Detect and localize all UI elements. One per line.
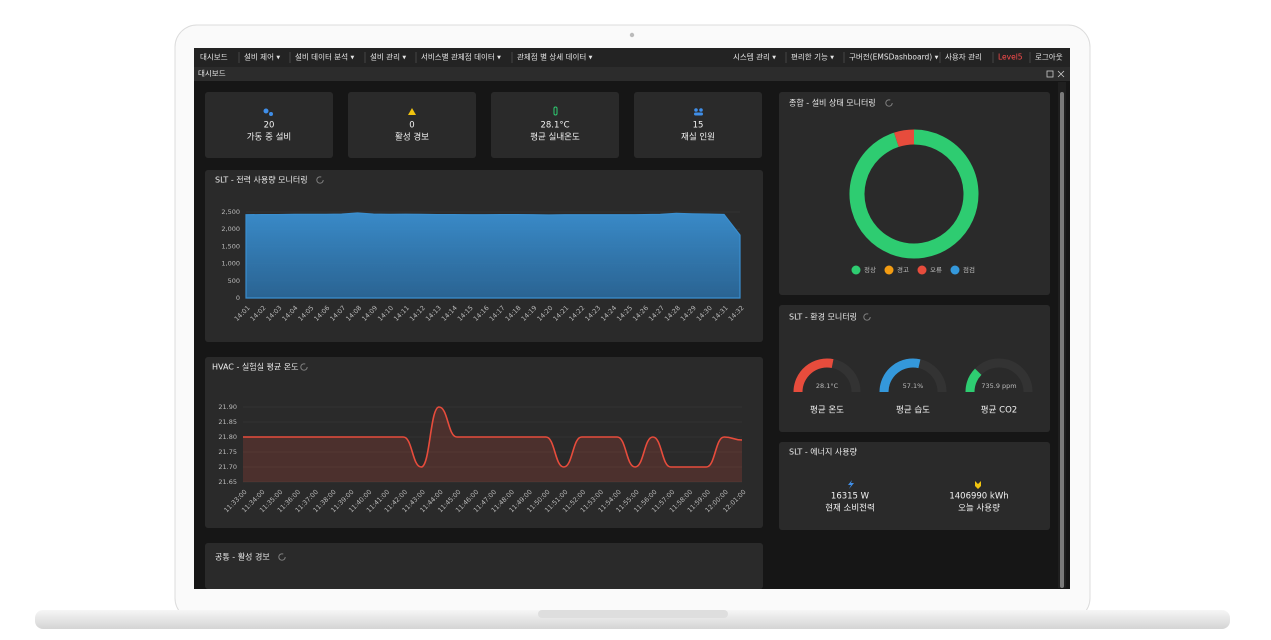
- y-tick-label: 500: [228, 277, 240, 285]
- panel: [779, 305, 1050, 432]
- legend-label: 경고: [897, 265, 909, 274]
- stat-card: [634, 92, 762, 158]
- menu-bar: [194, 48, 1070, 67]
- legend-swatch: [917, 265, 927, 275]
- panel: [779, 92, 1050, 295]
- y-tick-label: 21.90: [218, 403, 237, 411]
- tab-close[interactable]: [1057, 70, 1065, 78]
- menu-item[interactable]: 설비 데이터 분석 ▾: [295, 52, 354, 62]
- camera: [629, 32, 635, 38]
- legend-label: 정상: [864, 265, 876, 274]
- icon-thermometer: [553, 106, 558, 116]
- gauge-value: [793, 358, 834, 393]
- icon-plug: [975, 481, 981, 489]
- legend-label: 점검: [963, 266, 975, 274]
- line: [243, 406, 743, 468]
- base-notch: [538, 610, 728, 618]
- legend-swatch: [851, 265, 861, 275]
- area-fill: [243, 407, 742, 482]
- menu-item[interactable]: 로그아웃: [1035, 52, 1063, 62]
- stat-card: [491, 92, 619, 158]
- stat-label: 가동 중 설비: [247, 132, 292, 143]
- y-tick-label: 21.80: [218, 433, 237, 441]
- legend-label: 오류: [930, 266, 942, 274]
- y-tick-label: 1,500: [221, 242, 240, 250]
- panel-title: SLT - 에너지 사용량: [789, 447, 858, 457]
- y-tick-label: 1,000: [221, 260, 240, 268]
- menu-item[interactable]: 설비 관리 ▾: [370, 52, 406, 62]
- menu-item[interactable]: 관제점 별 상세 데이터 ▾: [517, 52, 593, 62]
- y-tick-label: 0: [236, 294, 240, 302]
- donut-slice: [894, 129, 915, 148]
- energy-label: 오늘 사용량: [958, 503, 1000, 514]
- scroll-thumb[interactable]: [1060, 92, 1064, 588]
- energy-value: 16315 W: [831, 492, 870, 502]
- panel: [205, 357, 763, 528]
- energy-value: 1406990 kWh: [949, 492, 1008, 502]
- icon-warning: [408, 108, 416, 115]
- menu-item[interactable]: 시스템 관리 ▾: [733, 52, 776, 62]
- y-tick-label: 21.65: [218, 478, 237, 486]
- menu-item[interactable]: 설비 제어 ▾: [244, 52, 280, 62]
- icon-bolt: [848, 480, 854, 489]
- stat-value: 28.1°C: [540, 121, 569, 131]
- stat-value: 0: [409, 121, 414, 131]
- laptop-base: [35, 610, 1230, 629]
- stat-label: 재실 인원: [681, 132, 715, 143]
- gauge-name: 평균 습도: [896, 405, 930, 416]
- refresh-icons[interactable]: [278, 99, 893, 561]
- gauge-label: 735.9 ppm: [981, 382, 1016, 390]
- panel: [205, 543, 763, 589]
- y-tick-label: 21.75: [218, 448, 237, 456]
- donut-slice: [849, 129, 979, 259]
- legend-swatch: [884, 265, 894, 275]
- tab-bar: [194, 67, 1070, 81]
- panel-title: SLT - 환경 모니터링: [789, 312, 857, 322]
- stat-card: [205, 92, 333, 158]
- y-tick-label: 2,500: [221, 208, 240, 216]
- panel: [779, 442, 1050, 530]
- gauge-value: [965, 368, 982, 393]
- menu-item[interactable]: 구버전(EMSDashboard) ▾: [849, 52, 939, 62]
- tab-title: 대시보드: [198, 69, 226, 78]
- tab-icon[interactable]: [1046, 70, 1054, 78]
- menu-item[interactable]: 서비스별 관제점 데이터 ▾: [421, 52, 501, 62]
- stat-label: 활성 경보: [395, 132, 429, 143]
- panel-title: 종합 - 설비 상태 모니터링: [789, 98, 876, 108]
- panel-title: SLT - 전력 사용량 모니터링: [215, 175, 308, 185]
- stat-card: [348, 92, 476, 158]
- gauge-name: 평균 CO2: [981, 405, 1017, 416]
- stat-label: 평균 실내온도: [530, 132, 580, 143]
- menu-item[interactable]: Level5: [998, 53, 1023, 62]
- panel-title: HVAC - 실험실 평균 온도: [212, 362, 298, 372]
- gauge-label: 57.1%: [903, 382, 924, 390]
- gauge-value: [879, 358, 921, 393]
- menu-item[interactable]: 편리한 기능 ▾: [791, 52, 834, 62]
- area: [245, 212, 741, 299]
- stat-value: 20: [264, 121, 275, 131]
- legend-swatch: [950, 265, 960, 275]
- menu-item[interactable]: 대시보드: [200, 53, 228, 62]
- y-tick-label: 21.85: [218, 418, 237, 426]
- panel-title: 공통 - 활성 경보: [215, 552, 270, 562]
- icon-gears: [263, 108, 273, 116]
- energy-label: 현재 소비전력: [825, 503, 875, 514]
- menu-item[interactable]: 사용자 관리: [945, 52, 982, 62]
- icon-people: [694, 108, 703, 116]
- y-tick-label: 2,000: [221, 225, 240, 233]
- stat-value: 15: [693, 121, 704, 131]
- y-tick-label: 21.70: [218, 463, 237, 471]
- gauge-label: 28.1°C: [816, 382, 839, 390]
- gauge-name: 평균 온도: [810, 405, 844, 416]
